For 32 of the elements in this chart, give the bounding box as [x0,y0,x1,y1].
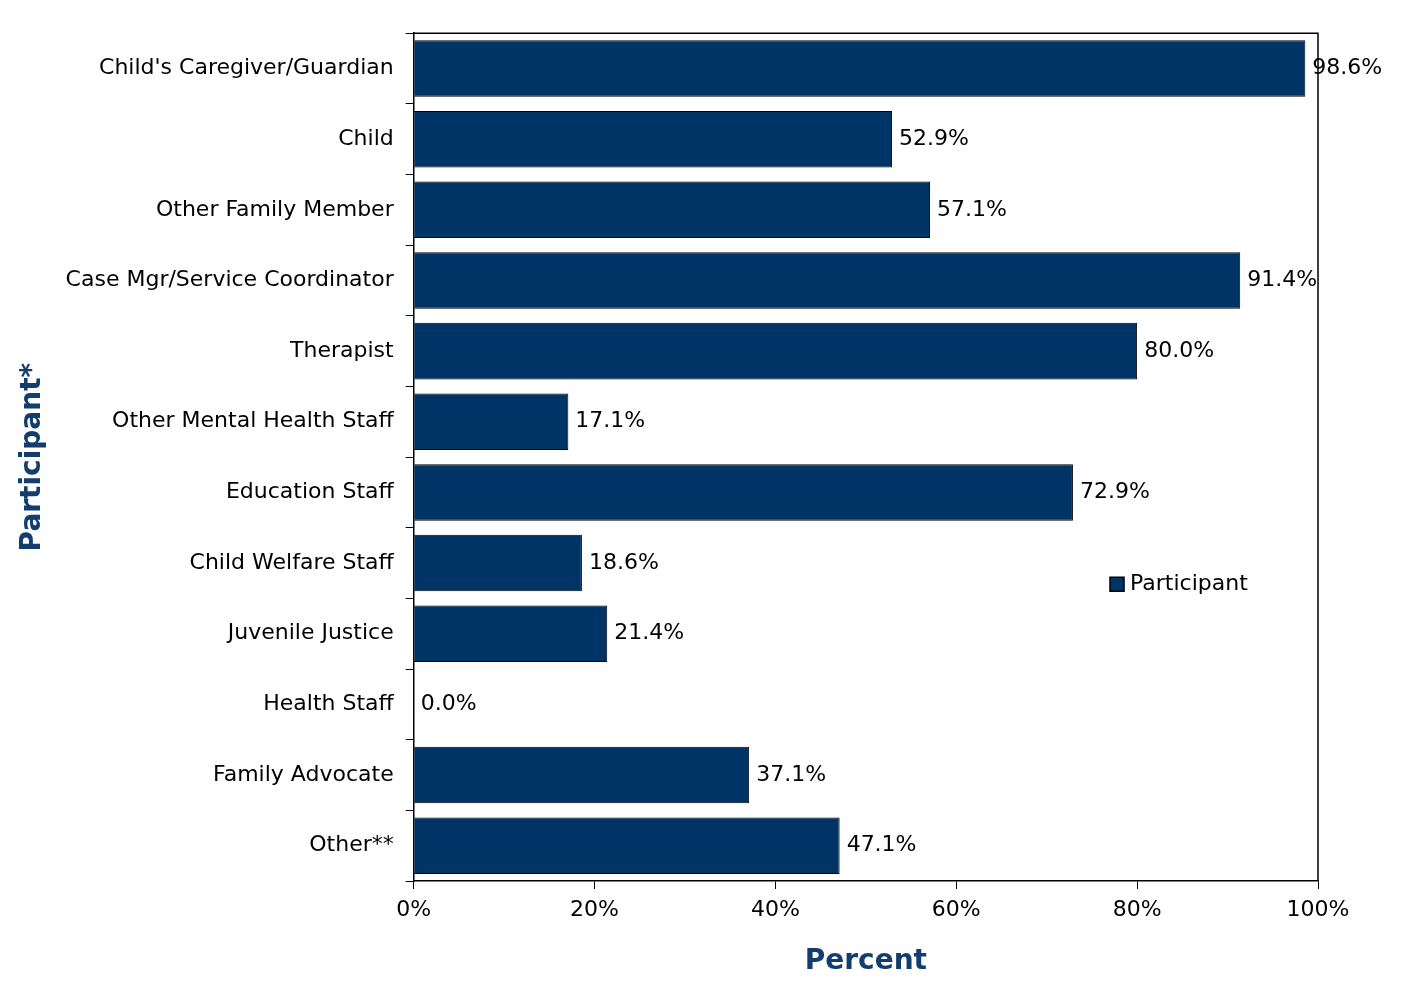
data-label: 52.9% [899,124,969,150]
y-tick-label: Child Welfare Staff [189,548,395,574]
data-label: 17.1% [575,407,646,433]
x-axis-title: Percent [804,943,927,977]
data-label: 37.1% [756,760,827,786]
data-label: 72.9% [1079,478,1150,504]
data-label: 0.0% [420,690,477,716]
y-axis-title: Participant* [14,362,48,552]
x-tick-label: 40% [750,895,800,921]
y-tick-label: Education Staff [225,478,395,504]
y-tick-label: Child [338,124,394,150]
data-label: 47.1% [846,831,917,857]
x-tick-label: 0% [396,895,432,921]
y-tick-label: Other Family Member [155,195,395,221]
x-tick-label: 60% [931,895,981,921]
y-tick-label: Family Advocate [213,760,394,786]
x-tick-label: 100% [1286,895,1350,921]
data-label: 57.1% [937,195,1007,221]
x-tick-label: 20% [570,895,620,921]
y-tick-label: Other** [309,831,394,857]
data-label: 18.6% [588,548,659,574]
y-tick-label: Child's Caregiver/Guardian [99,54,394,80]
y-tick-label: Health Staff [263,690,395,716]
y-tick-label: Juvenile Justice [225,619,394,645]
y-tick-label: Other Mental Health Staff [112,407,395,433]
y-tick-label: Case Mgr/Service Coordinator [65,266,395,292]
y-tick-label: Therapist [289,336,395,362]
legend-label: Participant [1130,569,1249,595]
x-tick-label: 80% [1112,895,1162,921]
data-label: 21.4% [614,619,685,645]
data-label: 91.4% [1247,266,1318,292]
data-label: 80.0% [1144,336,1215,362]
